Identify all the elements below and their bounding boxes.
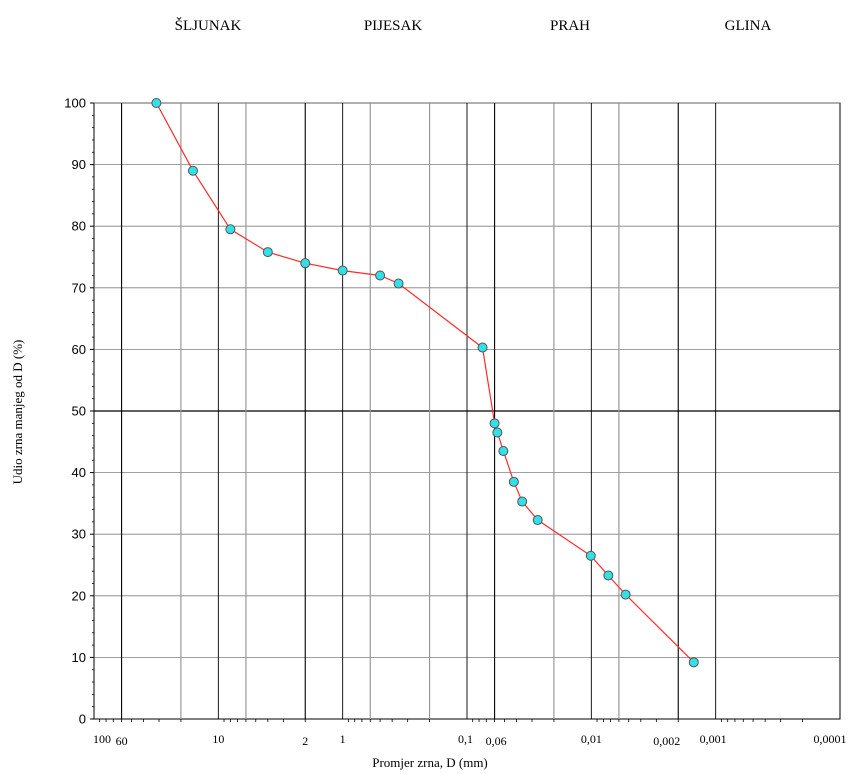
data-point <box>492 427 503 438</box>
header-prah: PRAH <box>550 18 590 34</box>
x-axis-ticks: 100 60 10 2 1 0,1 0,06 0,01 0,002 0,001 0,0001 <box>93 719 847 748</box>
data-point <box>489 418 500 429</box>
soil-class-headers: ŠLJUNAK PIJESAK PRAH GLINA <box>175 17 772 34</box>
y-axis-label: Udio zrna manjeg od D (%) <box>10 340 25 485</box>
data-point <box>532 515 543 526</box>
y-tick-label: 70 <box>72 280 86 295</box>
x-axis-label: Promjer zrna, D (mm) <box>372 755 488 770</box>
x-tick-label: 10 <box>212 732 224 746</box>
y-axis-ticks: 0 10 20 30 40 50 60 70 80 90 100 <box>64 96 94 727</box>
header-sljunak: ŠLJUNAK <box>175 17 242 34</box>
x-tick-label: 100 <box>93 732 111 746</box>
x-tick-label: 2 <box>302 734 308 748</box>
data-point <box>337 265 348 276</box>
x-tick-label: 0,01 <box>581 732 602 746</box>
y-tick-label: 40 <box>72 465 86 480</box>
data-point <box>225 224 236 235</box>
data-point <box>508 476 519 487</box>
data-point <box>262 247 273 258</box>
header-pijesak: PIJESAK <box>364 18 423 34</box>
data-point <box>498 446 509 457</box>
x-tick-label: 1 <box>340 732 346 746</box>
x-tick-label: 0,06 <box>486 734 507 748</box>
data-point <box>375 270 386 281</box>
data-point <box>151 98 162 108</box>
x-tick-label: 60 <box>116 734 128 748</box>
x-tick-label: 0,001 <box>700 732 727 746</box>
y-tick-label: 100 <box>64 96 86 111</box>
data-point <box>620 589 631 600</box>
x-tick-label: 0,0001 <box>814 732 847 746</box>
y-tick-label: 0 <box>79 712 86 727</box>
data-point <box>603 570 614 581</box>
x-tick-label: 0,002 <box>653 734 680 748</box>
y-tick-label: 80 <box>72 219 86 234</box>
y-tick-label: 50 <box>72 404 86 419</box>
data-point <box>393 278 404 289</box>
header-glina: GLINA <box>725 18 772 34</box>
y-tick-label: 60 <box>72 342 86 357</box>
y-tick-label: 20 <box>72 588 86 603</box>
data-point <box>585 550 596 561</box>
y-tick-label: 30 <box>72 527 86 542</box>
data-point <box>688 657 699 668</box>
data-point <box>187 165 198 176</box>
y-tick-label: 90 <box>72 157 86 172</box>
x-tick-label: 0,1 <box>458 732 473 746</box>
data-point <box>477 342 488 353</box>
data-point <box>300 258 311 269</box>
series-layer <box>151 98 699 668</box>
gridlines <box>94 102 840 719</box>
y-tick-label: 10 <box>72 650 86 665</box>
data-point <box>517 496 528 507</box>
series-line <box>155 102 695 663</box>
